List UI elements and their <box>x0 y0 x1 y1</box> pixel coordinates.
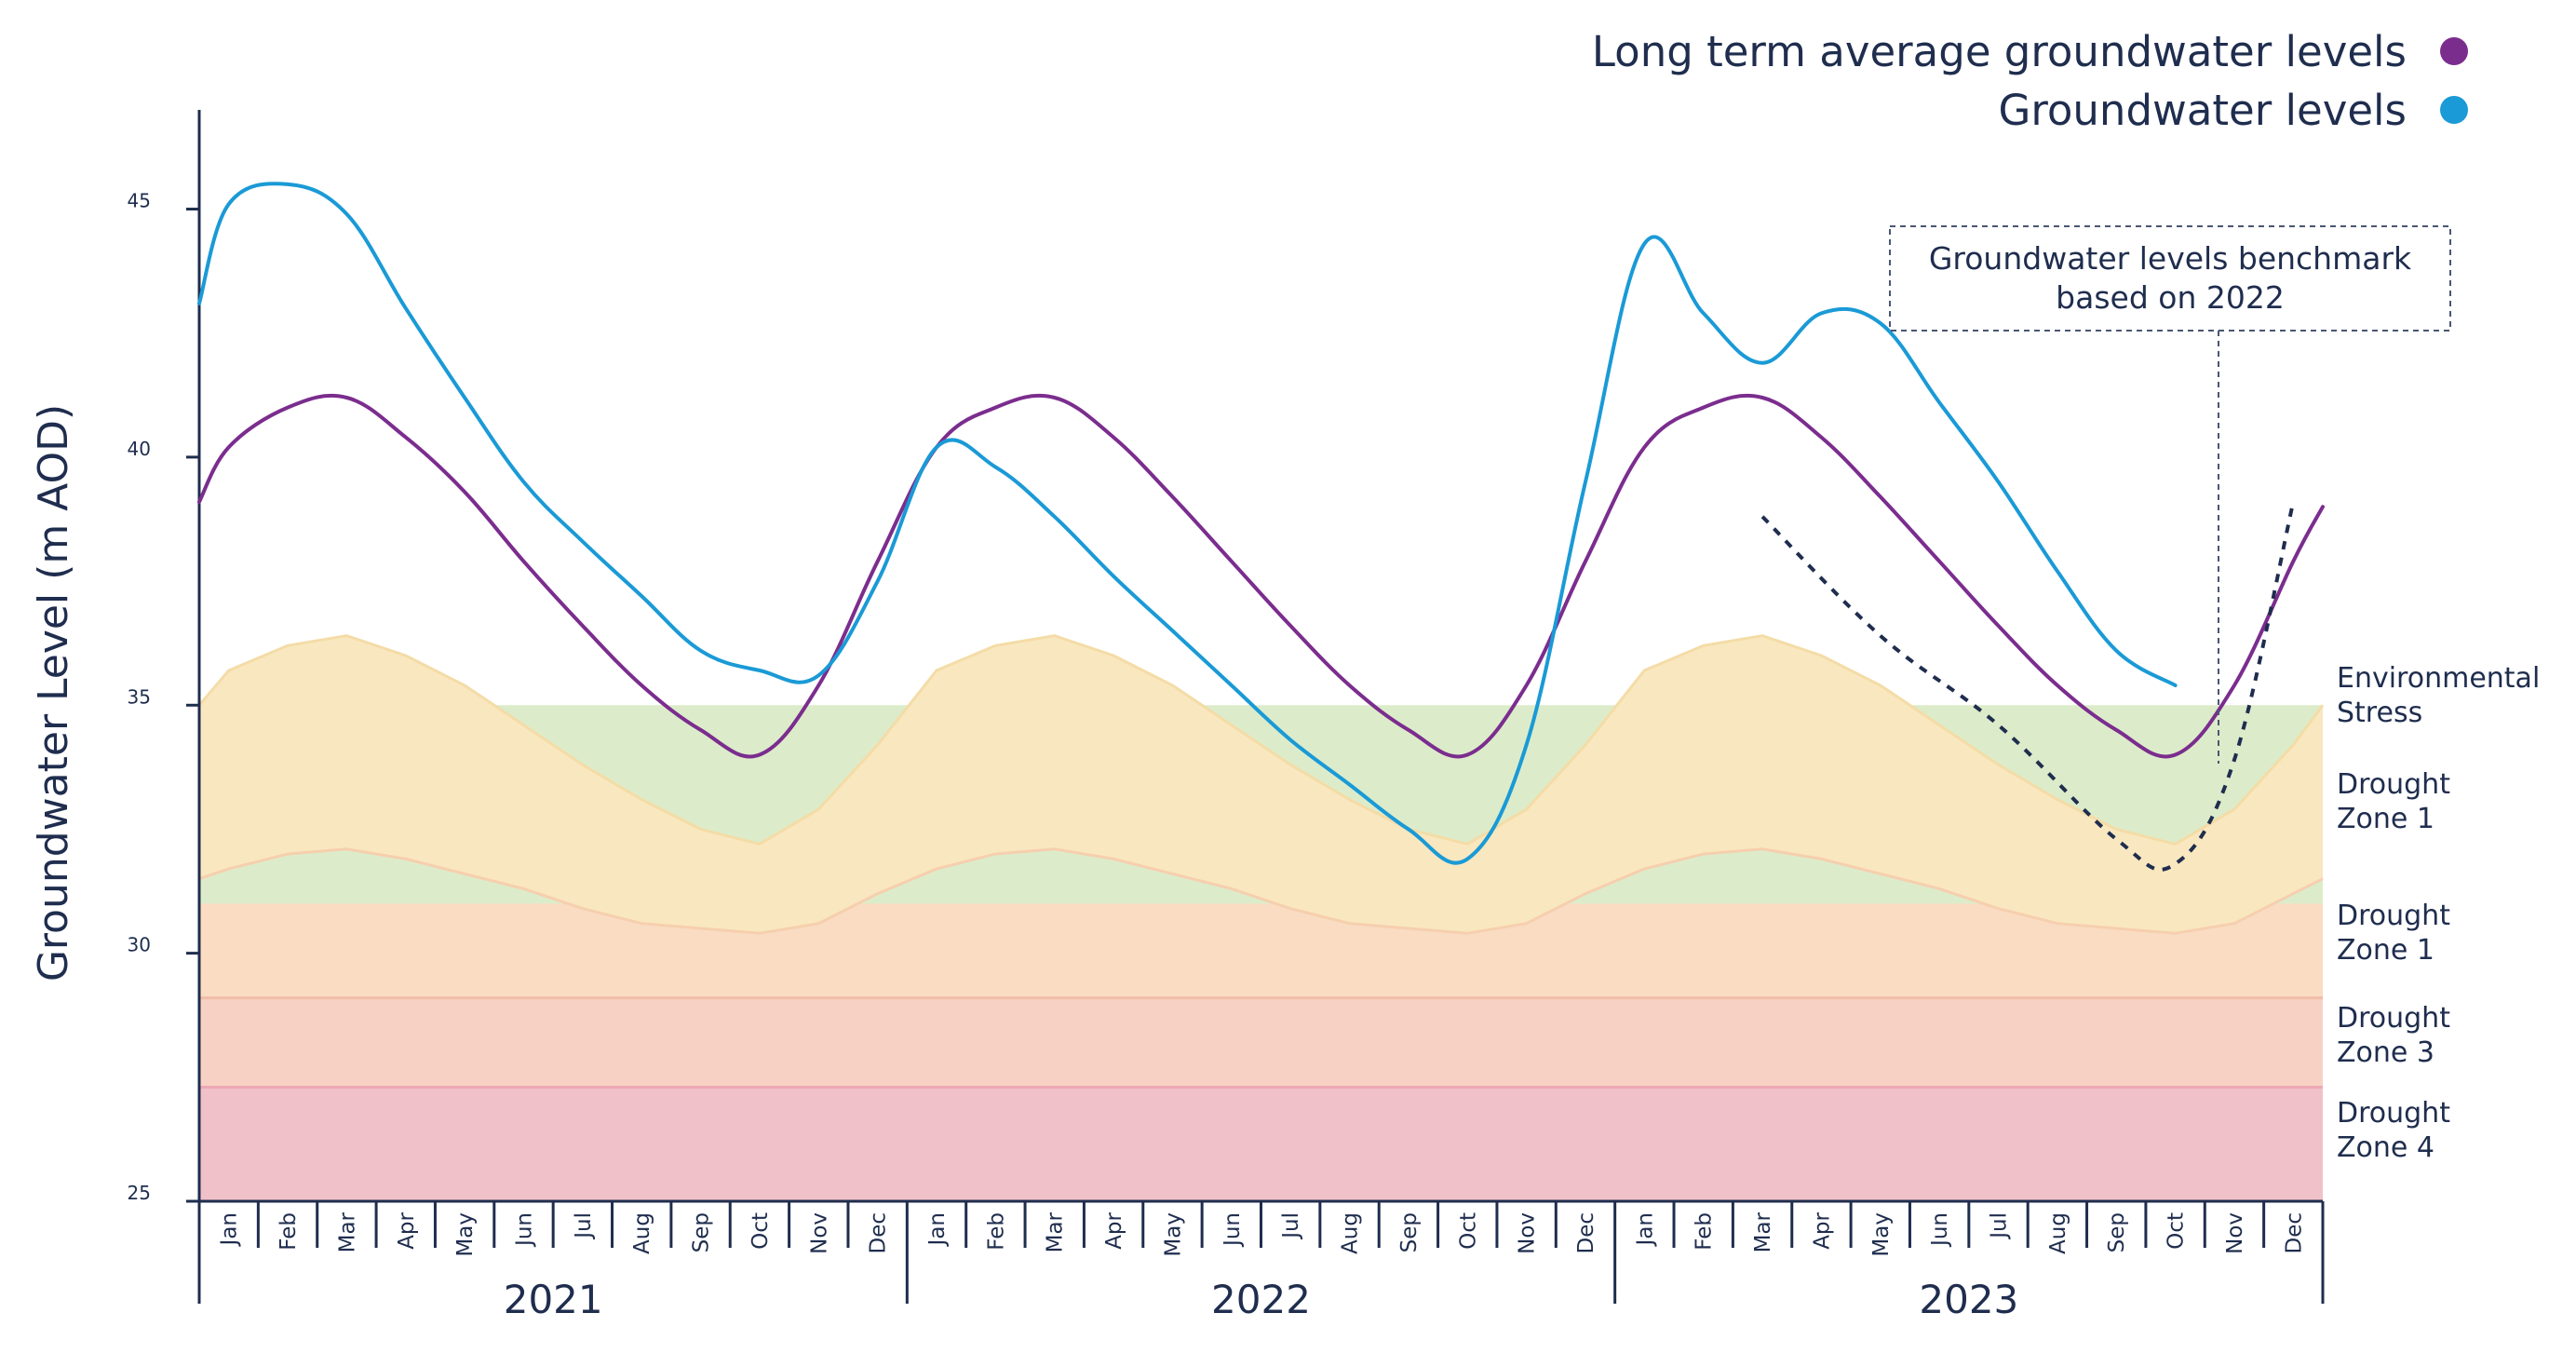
zone-label: Drought <box>2337 1097 2450 1130</box>
y-tick-label: 35 <box>128 685 151 708</box>
month-label: Jan <box>925 1212 950 1247</box>
zone-label: Zone 3 <box>2337 1036 2434 1069</box>
month-label: May <box>1161 1212 1185 1257</box>
zone-label: Environmental <box>2337 662 2540 695</box>
month-label: Jun <box>1221 1212 1245 1248</box>
month-label: Feb <box>276 1212 301 1251</box>
y-tick-label: 25 <box>128 1182 151 1204</box>
zone-label: Stress <box>2337 697 2422 729</box>
groundwater-levels-line <box>197 182 2178 865</box>
month-label: Dec <box>2282 1212 2306 1254</box>
long-term-average-line <box>197 393 2325 759</box>
zone-label: Zone 1 <box>2337 934 2434 967</box>
month-label: Jul <box>1279 1212 1303 1240</box>
month-label: Oct <box>1456 1212 1480 1250</box>
month-label: Feb <box>984 1212 1008 1251</box>
month-label: May <box>453 1212 478 1257</box>
month-label: Dec <box>1574 1212 1598 1254</box>
benchmark-label-text: based on 2022 <box>2056 279 2285 316</box>
drought-zone-3-band <box>199 997 2323 1088</box>
drought-zone-4-band <box>199 1087 2323 1201</box>
month-label: Sep <box>2105 1212 2129 1252</box>
upper-band-edge <box>197 634 2325 846</box>
month-label: Aug <box>1339 1212 1363 1254</box>
lower-band-edge <box>198 847 2324 935</box>
zones-layer <box>197 634 2325 1201</box>
month-label: Apr <box>1102 1211 1126 1249</box>
month-label: Apr <box>1810 1211 1834 1249</box>
year-label: 2023 <box>1919 1277 2018 1322</box>
month-label: Dec <box>867 1212 891 1254</box>
month-label: Oct <box>749 1212 773 1250</box>
month-label: Feb <box>1693 1212 1717 1251</box>
legend-marker <box>2440 37 2468 65</box>
legend-layer: Long term average groundwater levels Grou… <box>1592 27 2468 135</box>
zone-label: Drought <box>2337 1002 2450 1035</box>
month-label: Aug <box>2046 1212 2070 1254</box>
zone-label: Drought <box>2337 768 2450 801</box>
legend-marker <box>2440 96 2468 124</box>
month-label: Mar <box>335 1211 359 1252</box>
month-label: Nov <box>2223 1212 2247 1254</box>
axes-layer: 25 30 35 40 45 Groundwater Level (m AOD) Jan Fe… <box>30 110 2325 1322</box>
legend-label: Groundwater levels <box>1999 86 2407 135</box>
month-label: Jul <box>572 1212 596 1240</box>
zone-label: Zone 1 <box>2337 803 2434 835</box>
month-label: Jan <box>1633 1212 1657 1247</box>
month-label: Sep <box>690 1212 714 1252</box>
month-label: Jun <box>1928 1212 1952 1248</box>
zone-label: Zone 4 <box>2337 1131 2434 1164</box>
series-layer <box>197 182 2325 865</box>
month-label: Nov <box>807 1212 831 1254</box>
y-axis-title: Groundwater Level (m AOD) <box>30 404 77 981</box>
month-label: Apr <box>395 1211 419 1249</box>
month-label: Jun <box>512 1212 536 1248</box>
month-label: Jan <box>218 1212 242 1247</box>
month-label: Oct <box>2165 1212 2189 1250</box>
month-label: Nov <box>1516 1212 1540 1254</box>
benchmark-label-text: Groundwater levels benchmark <box>1929 240 2412 277</box>
y-tick-label: 40 <box>128 438 151 460</box>
benchmark-label-box <box>1889 225 2451 332</box>
zone-label: Drought <box>2337 900 2450 932</box>
month-label: Mar <box>1044 1211 1068 1252</box>
month-label: May <box>1869 1212 1894 1257</box>
benchmark-line <box>1760 501 2296 872</box>
month-label: Mar <box>1751 1211 1775 1252</box>
month-label: Aug <box>630 1212 654 1254</box>
month-label: Sep <box>1397 1212 1422 1252</box>
year-label: 2021 <box>504 1277 603 1322</box>
y-tick-label: 45 <box>128 190 151 212</box>
legend-label: Long term average groundwater levels <box>1592 27 2407 76</box>
y-tick-label: 30 <box>128 934 151 956</box>
month-label: Jul <box>1988 1212 2012 1240</box>
drought-zone-1-upper-band <box>199 635 2323 934</box>
year-label: 2022 <box>1211 1277 1311 1322</box>
